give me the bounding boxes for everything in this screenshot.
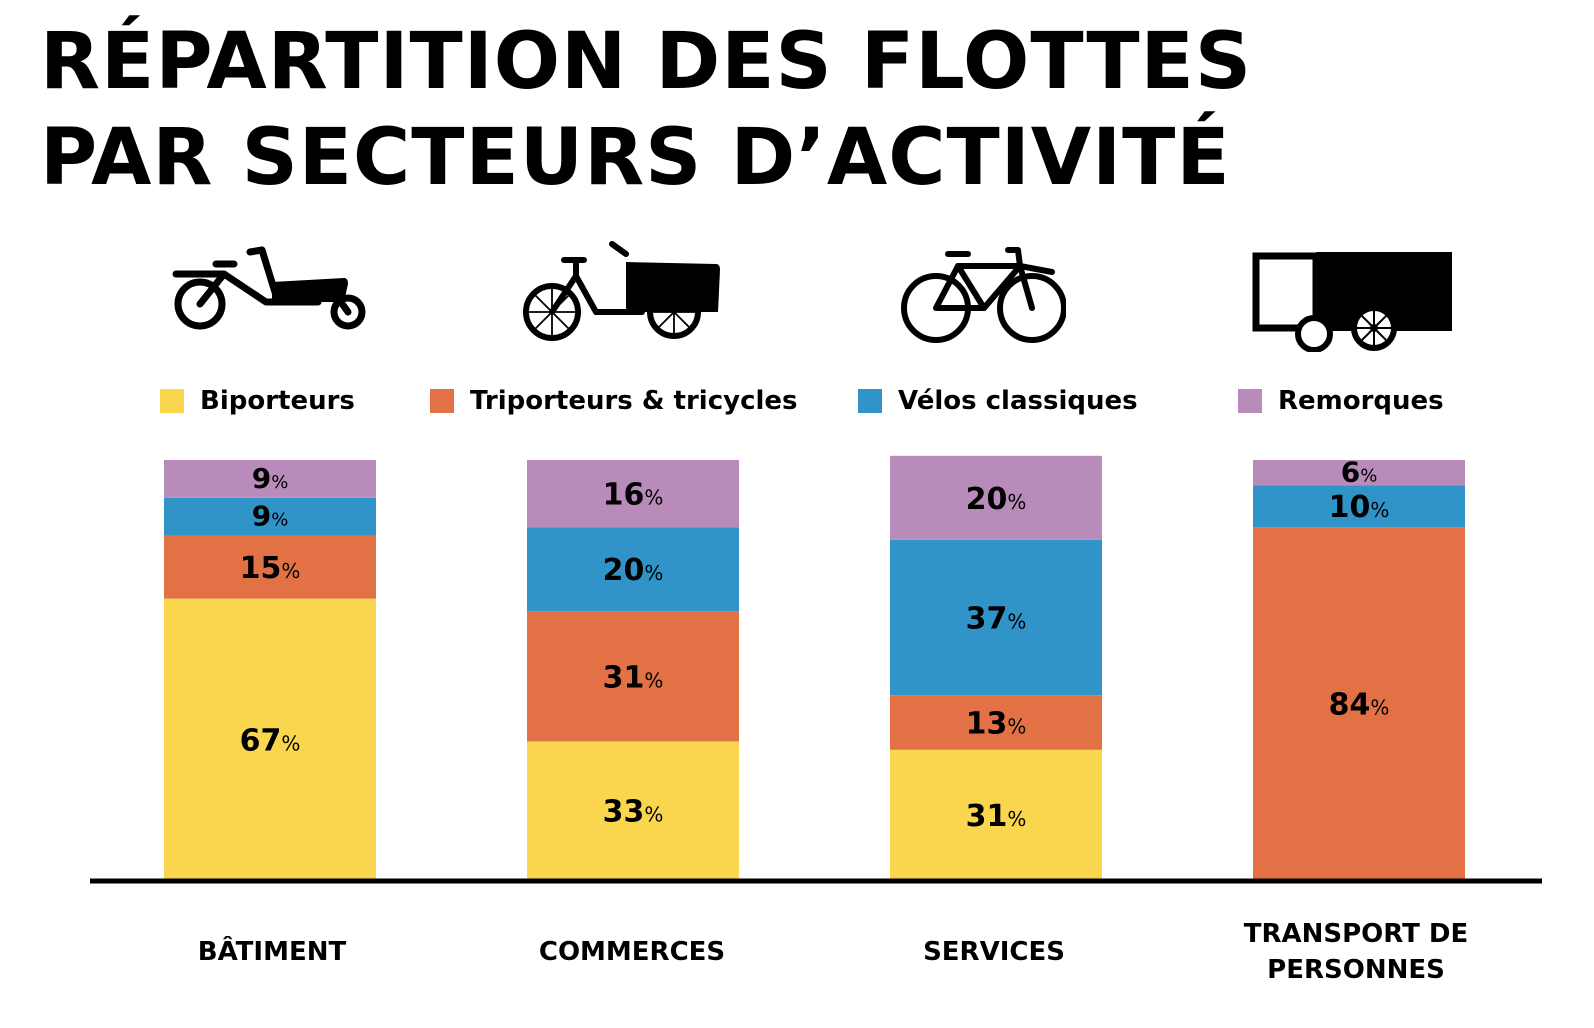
bar-commerces-remorques — [527, 460, 739, 528]
category-label-services: SERVICES — [834, 934, 1154, 970]
legend-item-velos-classiques: Vélos classiques — [858, 386, 1138, 416]
bar-transport-de-personnes-velos-classiques — [1253, 485, 1465, 528]
category-label-line: COMMERCES — [538, 937, 726, 967]
trailer-icon — [1252, 252, 1452, 352]
bar-batiment-biporteurs — [164, 598, 376, 880]
data-label-batiment-triporteurs: 15% — [240, 551, 301, 586]
data-label-transport-de-personnes-velos-classiques: 10% — [1329, 490, 1390, 525]
bar-transport-de-personnes-triporteurs — [1253, 527, 1465, 880]
bar-services-remorques — [890, 455, 1102, 540]
bar-batiment-triporteurs — [164, 535, 376, 599]
chart-title-line-2: PAR SECTEURS D’ACTIVITÉ — [40, 113, 1231, 203]
legend-swatch — [430, 389, 454, 413]
data-label-services-triporteurs: 13% — [966, 707, 1027, 742]
legend-label: Remorques — [1278, 386, 1444, 416]
data-label-commerces-biporteurs: 33% — [603, 795, 664, 830]
data-label-services-velos-classiques: 37% — [966, 602, 1027, 637]
data-label-batiment-remorques: 9% — [252, 462, 289, 495]
category-label-transport-de-personnes: TRANSPORT DE PERSONNES — [1196, 916, 1516, 988]
legend-swatch — [1238, 389, 1262, 413]
chart-title-line-1: RÉPARTITION DES FLOTTES — [40, 17, 1253, 107]
legend-label: Biporteurs — [200, 386, 355, 416]
category-label-line: BÂTIMENT — [197, 937, 347, 967]
category-label-commerces: COMMERCES — [472, 934, 792, 970]
chart-title: RÉPARTITION DES FLOTTES PAR SECTEURS D’A… — [40, 14, 1252, 206]
bar-services-triporteurs — [890, 695, 1102, 750]
category-label-batiment: BÂTIMENT — [112, 934, 432, 970]
bar-batiment-velos-classiques — [164, 497, 376, 536]
bicycle-icon — [901, 247, 1066, 343]
data-label-commerces-remorques: 16% — [603, 478, 664, 513]
data-label-services-biporteurs: 31% — [966, 799, 1027, 834]
category-label-line: SERVICES — [923, 937, 1065, 967]
data-label-batiment-velos-classiques: 9% — [252, 500, 289, 533]
category-label-line: TRANSPORT DE — [1243, 919, 1469, 949]
data-label-transport-de-personnes-remorques: 6% — [1341, 456, 1378, 489]
data-label-commerces-triporteurs: 31% — [603, 660, 664, 695]
tricycle-cargo-icon — [523, 241, 720, 341]
legend-item-remorques: Remorques — [1238, 386, 1444, 416]
category-label-line: PERSONNES — [1267, 955, 1445, 985]
bar-batiment-remorques — [164, 460, 376, 498]
legend-item-biporteurs: Biporteurs — [160, 386, 355, 416]
legend-swatch — [160, 389, 184, 413]
data-label-batiment-biporteurs: 67% — [240, 723, 301, 758]
bar-services-velos-classiques — [890, 539, 1102, 696]
bar-commerces-biporteurs — [527, 741, 739, 880]
data-label-commerces-velos-classiques: 20% — [603, 553, 664, 588]
data-label-transport-de-personnes-triporteurs: 84% — [1329, 688, 1390, 723]
bike-cargo-icon — [172, 246, 366, 330]
legend-item-triporteurs: Triporteurs & tricycles — [430, 386, 798, 416]
bar-commerces-triporteurs — [527, 611, 739, 742]
bar-services-biporteurs — [890, 749, 1102, 880]
legend-swatch — [858, 389, 882, 413]
bar-commerces-velos-classiques — [527, 527, 739, 612]
bar-transport-de-personnes-remorques — [1253, 460, 1465, 486]
legend-label: Vélos classiques — [898, 386, 1138, 416]
data-label-services-remorques: 20% — [966, 482, 1027, 517]
legend-label: Triporteurs & tricycles — [470, 386, 798, 416]
